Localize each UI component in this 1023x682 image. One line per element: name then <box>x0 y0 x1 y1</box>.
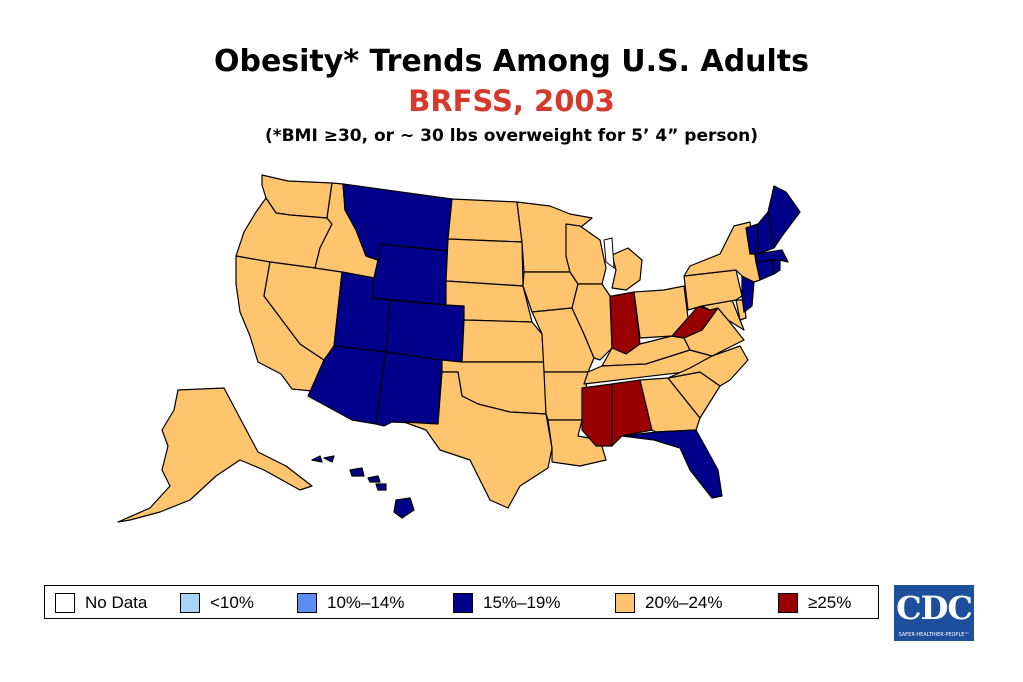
legend-swatch <box>615 593 635 613</box>
legend-label: No Data <box>85 593 148 612</box>
state-me <box>767 185 801 249</box>
legend-swatch <box>55 593 75 613</box>
state-il <box>571 283 613 361</box>
state-ma <box>755 249 789 263</box>
bmi-note: (*BMI ≥30, or ~ 30 lbs overweight for 5’… <box>264 126 759 146</box>
state-wy <box>371 243 449 306</box>
legend-label: 15%–19% <box>483 593 561 612</box>
legend-label: <10% <box>210 593 254 612</box>
lake-michigan <box>603 237 615 270</box>
map-title: Obesity* Trends Among U.S. Adults <box>213 44 810 79</box>
state-nm <box>375 351 443 427</box>
legend-swatch <box>453 593 473 613</box>
cdc-logo-tagline: SAFER·HEALTHIER·PEOPLE™ <box>898 632 970 638</box>
legend-item-20-24: 20%–24% <box>615 592 723 614</box>
legend-swatch <box>778 593 798 613</box>
legend: No Data <10% 10%–14% 15%–19% 20%–24% ≥25… <box>44 585 879 619</box>
legend-label: 10%–14% <box>327 593 405 612</box>
legend-swatch <box>297 593 317 613</box>
cdc-logo-text: CDC <box>896 589 973 627</box>
legend-label: ≥25% <box>808 593 852 612</box>
state-hi <box>311 455 415 519</box>
state-ks <box>461 319 545 363</box>
state-ms <box>581 383 613 447</box>
legend-item-no-data: No Data <box>55 592 147 614</box>
state-mi <box>611 247 643 291</box>
state-fl <box>621 429 723 499</box>
state-tx <box>403 371 553 509</box>
legend-swatch <box>180 593 200 613</box>
state-al <box>611 379 653 447</box>
state-wi <box>565 223 607 285</box>
state-nd <box>447 198 523 243</box>
map-subtitle: BRFSS, 2003 <box>408 84 615 118</box>
state-la <box>547 419 607 467</box>
cdc-logo: CDC SAFER·HEALTHIER·PEOPLE™ <box>894 585 974 641</box>
state-ri <box>771 259 781 275</box>
legend-item-15-19: 15%–19% <box>453 592 561 614</box>
legend-label: 20%–24% <box>645 593 723 612</box>
legend-item-under-10: <10% <box>180 592 254 614</box>
state-nc <box>667 345 749 387</box>
state-ia <box>522 271 579 313</box>
state-ak <box>117 387 313 523</box>
legend-item-10-14: 10%–14% <box>297 592 405 614</box>
state-sd <box>445 238 524 287</box>
legend-item-25-plus: ≥25% <box>778 592 851 614</box>
